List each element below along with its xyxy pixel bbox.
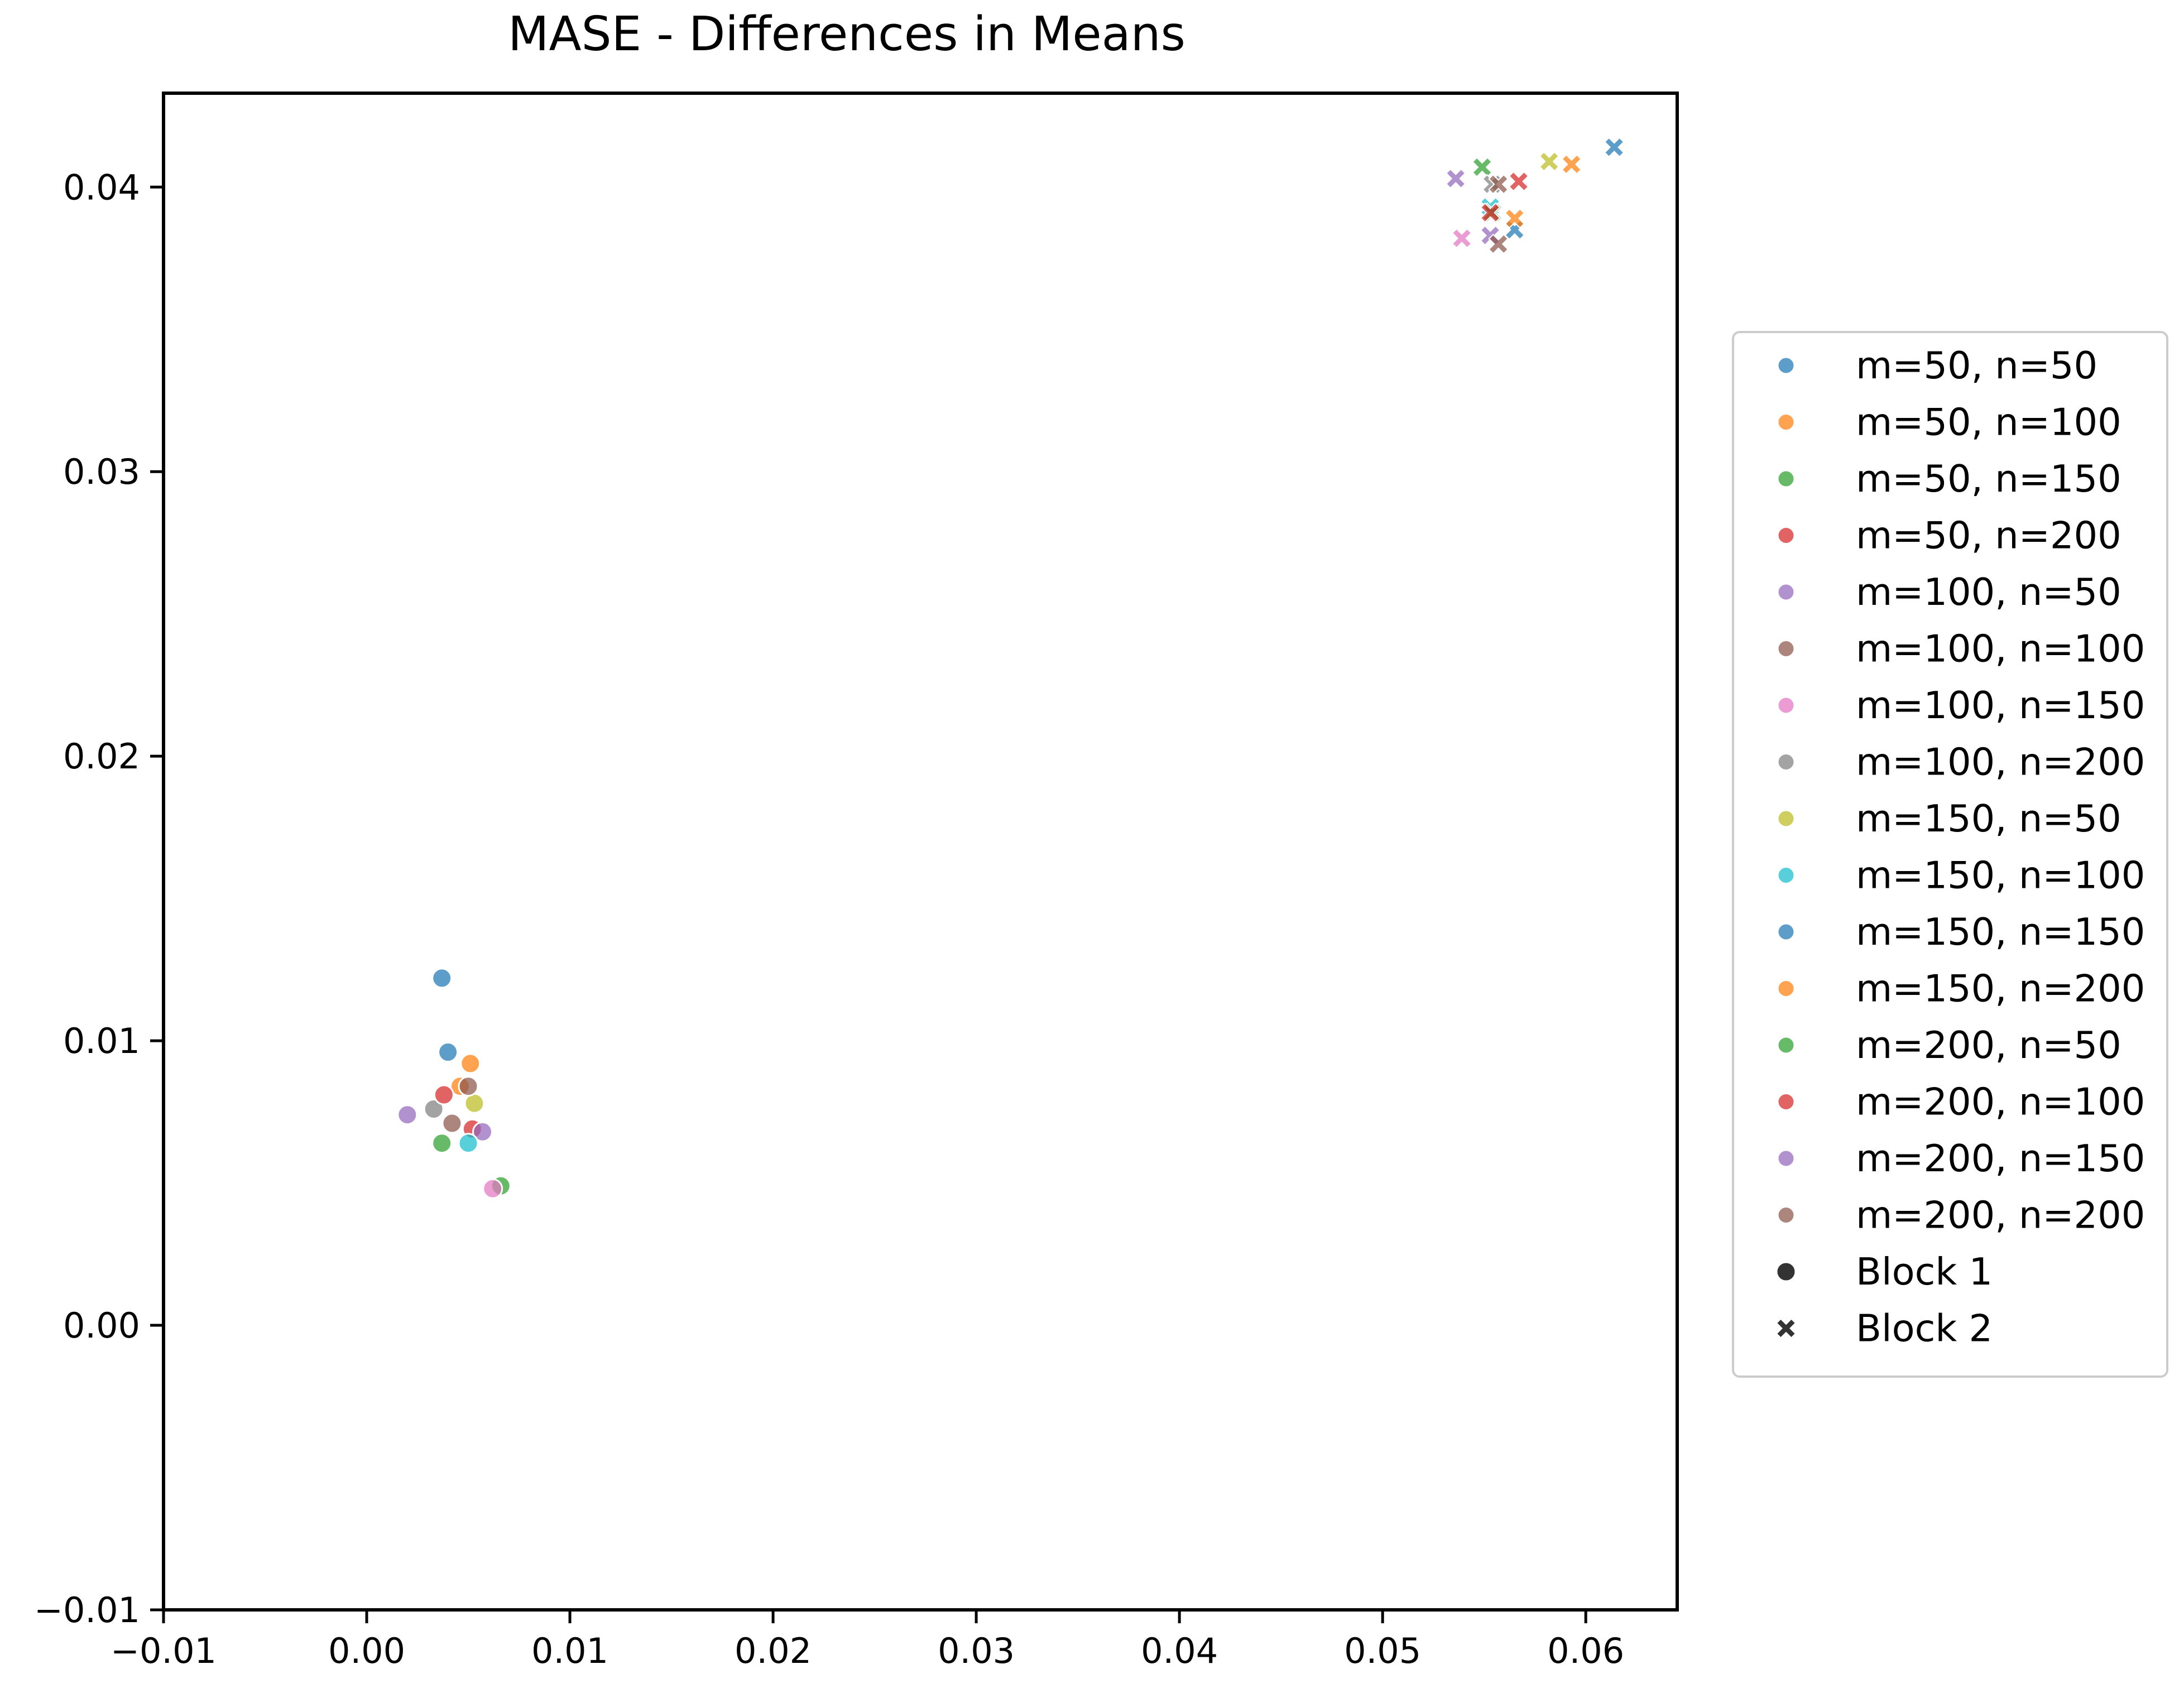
legend-label: m=150, n=50: [1856, 797, 2121, 840]
legend-marker: [1777, 583, 1796, 602]
legend-label: m=100, n=200: [1856, 740, 2145, 784]
legend-label: m=50, n=150: [1856, 457, 2121, 501]
point-block1-m-200-n-50: [431, 1133, 453, 1154]
legend-marker: [1777, 469, 1796, 488]
point-block2-m-50-n-200: [1508, 171, 1529, 192]
point-block1-m-100-n-200: [423, 1098, 444, 1119]
point-block2-m-50-n-100: [1504, 208, 1525, 229]
legend-item: m=200, n=50: [1777, 1023, 2121, 1067]
legend-label: Block 2: [1856, 1307, 1993, 1350]
x-tick-label: 0.02: [735, 1631, 812, 1671]
legend-marker: [1777, 696, 1796, 715]
legend-label: m=150, n=150: [1856, 910, 2145, 954]
point-block1-m-50-n-100: [460, 1053, 481, 1074]
legend-item: m=150, n=150: [1777, 910, 2145, 954]
y-tick-label: 0.00: [63, 1305, 140, 1346]
legend-label: m=50, n=100: [1856, 401, 2121, 444]
point-block2-m-100-n-100: [1488, 233, 1509, 254]
legend: m=50, n=50 m=50, n=100 m=50, n=150 m=50, n=…: [1732, 331, 2168, 1378]
point-block1-m-100-n-150: [482, 1178, 503, 1199]
legend-item: m=100, n=200: [1777, 740, 2145, 784]
legend-label: m=150, n=200: [1856, 967, 2145, 1011]
point-block2-m-150-n-50: [1539, 151, 1560, 172]
point-block1-m-150-n-150: [438, 1042, 459, 1063]
legend-item: m=100, n=50: [1777, 570, 2121, 614]
legend-marker: [1777, 753, 1796, 771]
legend-item: m=200, n=150: [1777, 1137, 2145, 1180]
point-block1-m-200-n-200: [458, 1076, 479, 1097]
legend-item: Block 2: [1775, 1307, 1993, 1350]
legend-item: m=100, n=150: [1777, 684, 2145, 727]
legend-item: m=150, n=50: [1777, 797, 2121, 840]
point-block1-m-150-n-100: [458, 1133, 479, 1154]
legend-marker: [1777, 979, 1796, 998]
legend-label: m=50, n=200: [1856, 514, 2121, 557]
x-tick-label: 0.01: [531, 1631, 608, 1671]
point-block2-m-200-n-150: [1445, 168, 1466, 189]
legend-marker: [1777, 413, 1796, 431]
axes: −0.01 0.00 0.01 0.02 0.03 0.04 0.05 0.06 −0.01 0.…: [34, 167, 1624, 1671]
legend-item: Block 1: [1775, 1250, 1993, 1293]
point-block1-m-100-n-100: [441, 1113, 463, 1134]
chart-title: MASE - Differences in Means: [508, 7, 1185, 62]
x-tick-label: 0.04: [1141, 1631, 1218, 1671]
point-block1-m-200-n-150: [397, 1104, 418, 1126]
point-block2-m-200-n-100: [1480, 202, 1501, 223]
legend-item: m=50, n=50: [1777, 344, 2097, 387]
point-block2-m-100-n-150: [1451, 228, 1472, 249]
legend-marker: [1777, 866, 1796, 884]
y-tick-label: 0.02: [63, 736, 140, 777]
legend-marker: [1777, 356, 1796, 375]
plot-frame: [162, 92, 1679, 1612]
x-tick-label: 0.00: [328, 1631, 405, 1671]
y-tick-label: −0.01: [34, 1590, 140, 1631]
legend-label: m=100, n=150: [1856, 684, 2145, 727]
y-tick-label: 0.04: [63, 167, 140, 208]
point-block2-m-150-n-200: [1561, 154, 1582, 175]
legend-label: m=150, n=100: [1856, 854, 2145, 897]
legend-label: Block 1: [1856, 1250, 1993, 1293]
legend-item: m=50, n=200: [1777, 514, 2121, 557]
legend-label: m=100, n=100: [1856, 627, 2145, 671]
point-block2-m-150-n-150: [1604, 137, 1625, 158]
x-tick-label: 0.03: [938, 1631, 1015, 1671]
legend-marker: [1777, 1149, 1796, 1168]
legend-marker: [1777, 526, 1796, 545]
legend-marker: [1777, 1206, 1796, 1224]
legend-marker-circle: [1775, 1261, 1797, 1282]
legend-item: m=150, n=100: [1777, 854, 2145, 897]
legend-item: m=100, n=100: [1777, 627, 2145, 671]
point-block1-m-150-n-50: [464, 1093, 485, 1114]
legend-marker: [1777, 1036, 1796, 1055]
legend-label: m=200, n=150: [1856, 1137, 2145, 1180]
legend-marker-x: [1775, 1318, 1797, 1339]
legend-label: m=50, n=50: [1856, 344, 2097, 387]
legend-frame: [1732, 331, 2168, 1378]
legend-item: m=50, n=100: [1777, 401, 2121, 444]
legend-label: m=200, n=200: [1856, 1194, 2145, 1237]
legend-label: m=200, n=50: [1856, 1023, 2121, 1067]
legend-item: m=200, n=100: [1777, 1080, 2145, 1124]
data-points: [397, 137, 1625, 1199]
legend-marker: [1777, 809, 1796, 828]
x-tick-label: 0.05: [1344, 1631, 1421, 1671]
y-tick-label: 0.01: [63, 1021, 140, 1061]
point-block1-m-200-n-100: [433, 1084, 454, 1105]
y-tick-label: 0.03: [63, 451, 140, 492]
point-block2-m-50-n-150: [1472, 157, 1492, 177]
point-block2-m-200-n-200: [1488, 174, 1509, 195]
point-block1-m-100-n-50: [472, 1121, 493, 1142]
legend-item: m=50, n=150: [1777, 457, 2121, 501]
x-tick-label: −0.01: [111, 1631, 217, 1671]
legend-item: m=150, n=200: [1777, 967, 2145, 1011]
x-tick-label: 0.06: [1547, 1631, 1624, 1671]
legend-marker: [1777, 639, 1796, 658]
legend-label: m=200, n=100: [1856, 1080, 2145, 1124]
legend-marker: [1777, 922, 1796, 941]
legend-item: m=200, n=200: [1777, 1194, 2145, 1237]
legend-label: m=100, n=50: [1856, 570, 2121, 614]
point-block1-m-50-n-50: [431, 968, 453, 989]
legend-marker: [1777, 1093, 1796, 1111]
